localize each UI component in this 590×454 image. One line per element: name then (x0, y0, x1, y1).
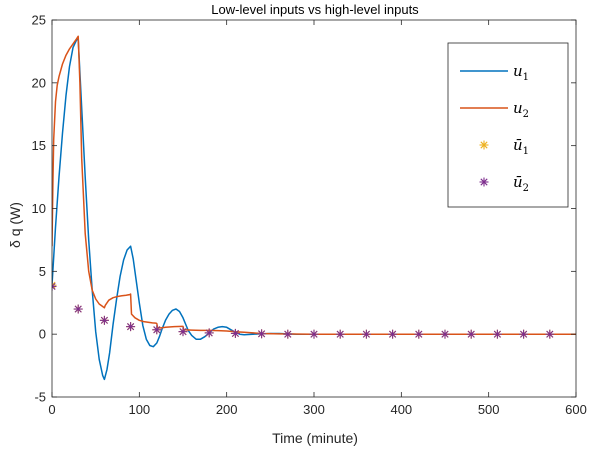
point-ubar2 (126, 322, 136, 332)
x-tick-label: 100 (128, 402, 150, 417)
x-tick-label: 400 (390, 402, 412, 417)
chart-title: Low-level inputs vs high-level inputs (211, 2, 419, 17)
point-ubar2 (99, 315, 109, 325)
x-axis: 0 100 200 300 400 500 600 (48, 20, 587, 417)
point-ubar2 (519, 329, 529, 339)
y-tick-label: -5 (34, 390, 46, 405)
point-ubar2 (178, 327, 188, 337)
point-ubar2 (309, 329, 319, 339)
point-ubar2 (283, 329, 293, 339)
data-layer (52, 35, 576, 381)
point-ubar2 (152, 325, 162, 335)
point-ubar2 (466, 329, 476, 339)
point-ubar1 (52, 280, 57, 290)
series-line-u2 (52, 35, 576, 335)
point-ubar2 (492, 329, 502, 339)
y-tick-label: 5 (39, 264, 46, 279)
point-ubar2 (335, 329, 345, 339)
y-axis: -5 0 5 10 15 20 25 (32, 13, 576, 405)
y-tick-label: 15 (32, 138, 46, 153)
x-tick-label: 0 (48, 402, 55, 417)
x-tick-label: 500 (478, 402, 500, 417)
point-ubar2 (361, 329, 371, 339)
point-ubar2 (388, 329, 398, 339)
point-ubar2 (73, 304, 83, 314)
point-ubar2 (52, 281, 57, 291)
y-tick-label: 0 (39, 327, 46, 342)
x-tick-label: 200 (216, 402, 238, 417)
x-tick-label: 600 (565, 402, 587, 417)
x-axis-label: Time (minute) (272, 430, 358, 446)
y-tick-label: 20 (32, 75, 46, 90)
point-ubar2 (204, 328, 214, 338)
legend-box (447, 42, 569, 208)
point-ubar2 (230, 328, 240, 338)
point-ubar2 (257, 329, 267, 339)
y-tick-label: 25 (32, 13, 46, 28)
point-ubar2 (440, 329, 450, 339)
point-ubar2 (414, 329, 424, 339)
y-tick-label: 10 (32, 201, 46, 216)
y-axis-label: δ q (W) (7, 202, 23, 248)
x-tick-label: 300 (303, 402, 325, 417)
point-ubar2 (545, 329, 555, 339)
